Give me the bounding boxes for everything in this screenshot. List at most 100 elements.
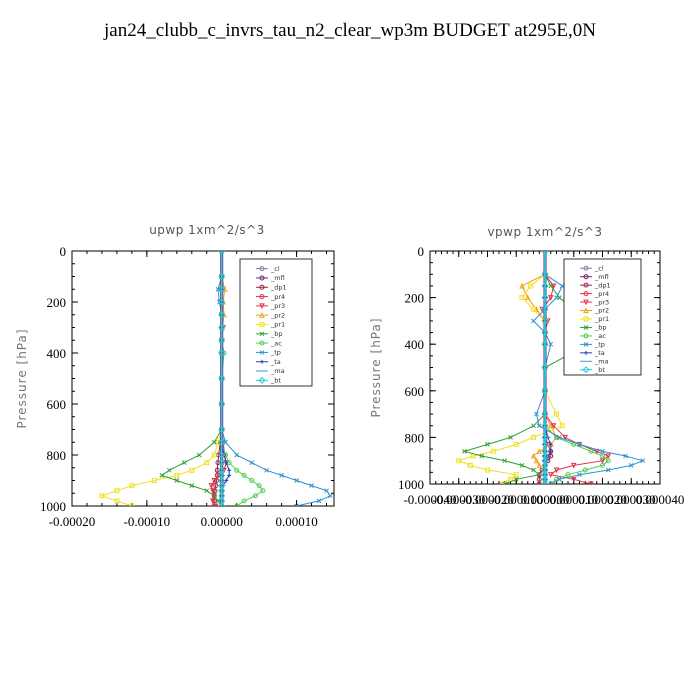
legend-item: _ta — [580, 349, 605, 357]
legend-marker — [583, 265, 589, 271]
data-point — [204, 488, 210, 494]
legend-label: _pr2 — [594, 307, 609, 315]
data-point — [234, 452, 240, 458]
data-point — [541, 251, 549, 255]
data-point — [218, 323, 226, 332]
data-point — [218, 425, 226, 434]
legend-item: _pr4 — [256, 293, 285, 301]
series-line — [521, 251, 558, 484]
data-point — [541, 475, 549, 483]
legend-label: _ma — [594, 358, 609, 366]
data-point — [218, 502, 226, 506]
data-point — [249, 460, 255, 466]
data-point — [227, 473, 232, 478]
data-point — [541, 282, 549, 290]
x-tick-label: -0.00010 — [124, 514, 171, 529]
legend-label: _mfl — [594, 273, 609, 281]
y-tick-label: 600 — [405, 384, 425, 399]
data-point — [536, 423, 542, 429]
data-point — [211, 439, 217, 445]
data-point — [212, 503, 219, 506]
legend-marker — [259, 275, 265, 281]
data-point — [559, 423, 565, 429]
data-point — [211, 493, 217, 499]
data-point — [541, 447, 549, 455]
data-point — [218, 336, 226, 344]
legend-label: _pr4 — [270, 293, 285, 301]
data-point — [114, 488, 120, 494]
data-point — [541, 452, 549, 460]
data-point — [218, 311, 226, 319]
legend-item: _pr3 — [580, 298, 609, 306]
y-tick-label: 1000 — [398, 477, 424, 492]
series-bp — [159, 251, 225, 506]
data-point — [485, 467, 490, 473]
legend-label: _dp1 — [594, 281, 611, 289]
data-point — [524, 294, 531, 301]
legend-label: _bp — [270, 330, 283, 338]
data-point — [600, 453, 605, 459]
legend-item: _bp — [580, 324, 607, 332]
data-point — [530, 452, 537, 459]
data-point — [531, 306, 536, 312]
legend-marker — [260, 359, 264, 364]
legend-item: _ac — [580, 332, 606, 340]
data-point — [260, 488, 266, 494]
data-point — [324, 488, 329, 494]
data-point — [582, 467, 588, 473]
data-point — [553, 467, 560, 474]
data-point — [218, 349, 226, 357]
data-point — [218, 466, 226, 474]
data-point — [166, 467, 172, 473]
legend: _cl_mfl_dp1_pr4_pr3_pr2_pr1_bp_ac_tp_ta_… — [563, 258, 642, 376]
data-point — [600, 462, 605, 468]
legend-marker — [583, 316, 589, 322]
legend-marker — [259, 303, 265, 310]
data-point — [174, 478, 180, 483]
data-point — [640, 458, 646, 464]
data-point — [531, 467, 536, 473]
legend-marker — [259, 294, 265, 300]
data-point — [588, 448, 594, 454]
series-line — [457, 251, 563, 484]
data-point — [327, 493, 333, 499]
data-point — [208, 483, 215, 489]
data-point — [605, 458, 611, 464]
data-point — [456, 458, 462, 464]
data-point — [218, 497, 226, 505]
legend-label: _cl — [594, 264, 604, 272]
data-point — [215, 498, 221, 504]
data-point — [577, 472, 582, 478]
legend-label: _bt — [270, 377, 281, 385]
data-point — [541, 329, 549, 337]
x-tick-label: 0.00010 — [275, 514, 317, 529]
data-point — [279, 473, 284, 478]
data-point — [628, 463, 634, 468]
data-point — [218, 298, 226, 306]
data-point — [565, 472, 571, 478]
data-point — [189, 467, 195, 473]
data-point — [151, 478, 157, 483]
legend-marker — [582, 366, 590, 374]
legend-label: _tp — [594, 341, 605, 349]
legend-label: _ma — [270, 367, 285, 375]
panel-title: vpwp 1xm^2/s^3 — [487, 225, 602, 239]
legend-item: _mfl — [256, 274, 285, 282]
y-tick-label: 0 — [60, 244, 67, 259]
y-tick-label: 600 — [47, 397, 67, 412]
legend-marker — [259, 331, 265, 337]
y-axis-label: Pressure [hPa] — [369, 317, 383, 417]
x-tick-label: -0.000010 — [490, 492, 543, 507]
data-point — [502, 458, 508, 464]
data-point — [548, 481, 554, 484]
legend-box — [563, 258, 642, 376]
data-point — [541, 305, 549, 313]
legend-label: _bp — [594, 324, 607, 332]
y-tick-label: 0 — [418, 244, 425, 259]
data-point — [462, 449, 467, 454]
legend-marker — [583, 299, 589, 306]
x-tick-label: 0.000030 — [607, 492, 656, 507]
data-point — [218, 487, 226, 495]
data-point — [218, 272, 226, 281]
data-point — [559, 283, 565, 289]
